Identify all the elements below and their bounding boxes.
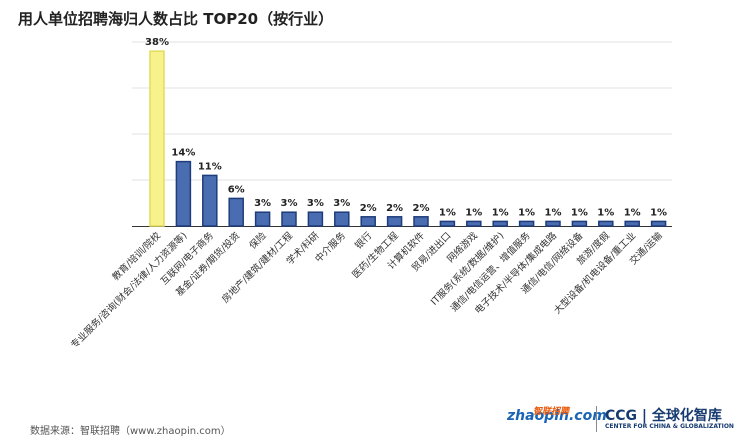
data-label: 1% — [571, 207, 588, 218]
gridlines — [132, 41, 672, 181]
bar — [439, 220, 456, 227]
bar — [228, 197, 244, 227]
ccg-logo-text: CCG | 全球化智库 — [605, 408, 722, 424]
data-label: 38% — [145, 37, 169, 48]
data-label: 2% — [360, 203, 377, 214]
bar — [545, 220, 561, 227]
bar — [413, 216, 429, 227]
bar — [281, 211, 297, 227]
logo-divider — [596, 406, 597, 432]
data-label: 1% — [597, 207, 614, 218]
data-label: 3% — [333, 198, 350, 209]
data-label: 1% — [465, 207, 482, 218]
data-label: 6% — [228, 184, 245, 195]
bar — [307, 211, 324, 227]
zhaopin-logo-text: zhaopin.com — [507, 408, 607, 424]
bar — [518, 220, 535, 227]
data-label: 2% — [386, 203, 403, 214]
data-label: 1% — [439, 207, 456, 218]
category-label: 银行 — [352, 229, 374, 251]
category-label: 保险 — [247, 229, 269, 251]
bar — [624, 220, 640, 227]
bars — [149, 50, 667, 227]
bar — [466, 220, 482, 227]
data-source: 数据来源：智联招聘（www.zhaopin.com） — [30, 426, 231, 437]
bar — [571, 220, 588, 227]
data-label: 3% — [254, 198, 271, 209]
zhaopin-logo-cn: 智联招聘 — [533, 407, 570, 417]
category-label: 专业服务/咨询(财会/法律/人力资源等) — [68, 230, 189, 351]
data-label: 1% — [624, 207, 641, 218]
data-label: 11% — [198, 161, 222, 172]
bar — [202, 174, 218, 227]
bar — [360, 216, 376, 227]
bar — [386, 216, 403, 227]
chart-title: 用人单位招聘海归人数占比 TOP20（按行业） — [18, 10, 334, 28]
data-label: 1% — [492, 207, 509, 218]
data-label: 3% — [281, 198, 298, 209]
zhaopin-logo: zhaopin.com 智联招聘 — [507, 407, 607, 424]
data-label: 2% — [413, 203, 430, 214]
ccg-logo: CCG | 全球化智库 CENTER FOR CHINA & GLOBALIZA… — [605, 405, 734, 430]
ccg-logo-subtitle: CENTER FOR CHINA & GLOBALIZATION — [605, 423, 734, 430]
bar — [254, 211, 271, 227]
data-label: 14% — [171, 148, 195, 159]
bar — [598, 220, 614, 227]
bar — [175, 160, 192, 227]
category-labels: 教育/培训/院校专业服务/咨询(财会/法律/人力资源等)互联网/电子商务基金/证… — [68, 229, 665, 351]
bar — [334, 211, 350, 227]
data-label: 1% — [545, 207, 562, 218]
data-label: 3% — [307, 198, 324, 209]
data-label: 1% — [518, 207, 535, 218]
bar — [149, 50, 165, 227]
bar — [492, 220, 508, 227]
data-labels: 38% 14%11% 6% 3% 3% 3% 3% 2% 2% 2% 1% 1% 1% 1% 1% 1% 1% 1… — [145, 37, 667, 218]
data-label: 1% — [650, 207, 667, 218]
bar — [650, 220, 667, 227]
